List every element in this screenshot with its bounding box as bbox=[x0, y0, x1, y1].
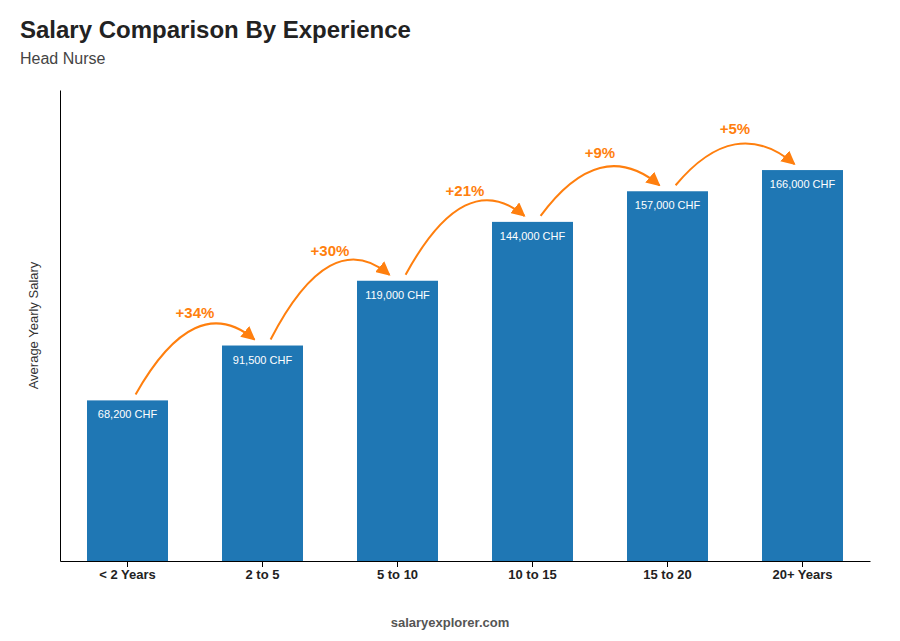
x-tick: < 2 Years bbox=[99, 561, 156, 582]
data-labels: 68,200 CHF 91,500 CHF 119,000 CHF 144,000 C… bbox=[98, 178, 836, 420]
arc-arrow bbox=[136, 323, 255, 394]
x-tick-label: 2 to 5 bbox=[246, 567, 280, 582]
data-label: 144,000 CHF bbox=[500, 230, 566, 242]
x-axis: < 2 Years 2 to 5 5 to 10 10 to 15 15 to 20 20… bbox=[61, 561, 871, 582]
y-axis-line bbox=[60, 91, 61, 562]
x-tick: 2 to 5 bbox=[246, 561, 280, 582]
arc-arrow bbox=[541, 166, 660, 216]
y-axis bbox=[60, 91, 61, 562]
subtitle: Head Nurse bbox=[20, 50, 105, 67]
y-axis-title: Average Yearly Salary bbox=[26, 261, 41, 389]
x-tick-mark bbox=[532, 561, 533, 567]
x-axis-line bbox=[61, 561, 871, 562]
data-label: 157,000 CHF bbox=[635, 199, 701, 211]
x-tick-mark bbox=[667, 561, 668, 567]
x-tick: 20+ Years bbox=[772, 561, 832, 582]
data-label: 68,200 CHF bbox=[98, 408, 158, 420]
data-label: 119,000 CHF bbox=[365, 289, 430, 301]
arc-arrow bbox=[676, 143, 795, 185]
x-tick-label: 10 to 15 bbox=[508, 567, 556, 582]
annotations: +34% +30% +21% +9% +5% bbox=[136, 120, 795, 394]
arc-arrow bbox=[406, 200, 525, 275]
bar bbox=[87, 400, 168, 561]
title: Salary Comparison By Experience bbox=[20, 16, 411, 43]
x-tick: 10 to 15 bbox=[508, 561, 556, 582]
x-tick-label: 20+ Years bbox=[772, 567, 832, 582]
annotation: +34% bbox=[176, 304, 215, 321]
x-tick: 15 to 20 bbox=[643, 561, 691, 582]
footer: salaryexplorer.com bbox=[391, 615, 510, 630]
annotation: +30% bbox=[311, 242, 350, 259]
x-tick: 5 to 10 bbox=[377, 561, 418, 582]
x-tick-label: 15 to 20 bbox=[643, 567, 691, 582]
bar bbox=[222, 346, 303, 561]
data-label: 166,000 CHF bbox=[770, 178, 836, 190]
bar bbox=[762, 170, 843, 561]
x-tick-mark bbox=[802, 561, 803, 567]
chart: Salary Comparison By Experience Head Nurs… bbox=[0, 0, 900, 641]
bar bbox=[357, 281, 438, 561]
annotation: +21% bbox=[446, 182, 485, 199]
x-tick-mark bbox=[397, 561, 398, 567]
x-tick-label: 5 to 10 bbox=[377, 567, 418, 582]
bar bbox=[627, 191, 708, 561]
plot: < 2 Years 2 to 5 5 to 10 10 to 15 15 to 20 20… bbox=[61, 91, 871, 583]
annotation: +5% bbox=[720, 120, 750, 137]
annotation: +9% bbox=[585, 144, 615, 161]
arc-arrow bbox=[271, 260, 390, 340]
bars bbox=[87, 170, 843, 561]
x-tick-label: < 2 Years bbox=[99, 567, 156, 582]
bar bbox=[492, 222, 573, 561]
data-label: 91,500 CHF bbox=[233, 354, 293, 366]
x-tick-mark bbox=[262, 561, 263, 567]
x-tick-mark bbox=[127, 561, 128, 567]
